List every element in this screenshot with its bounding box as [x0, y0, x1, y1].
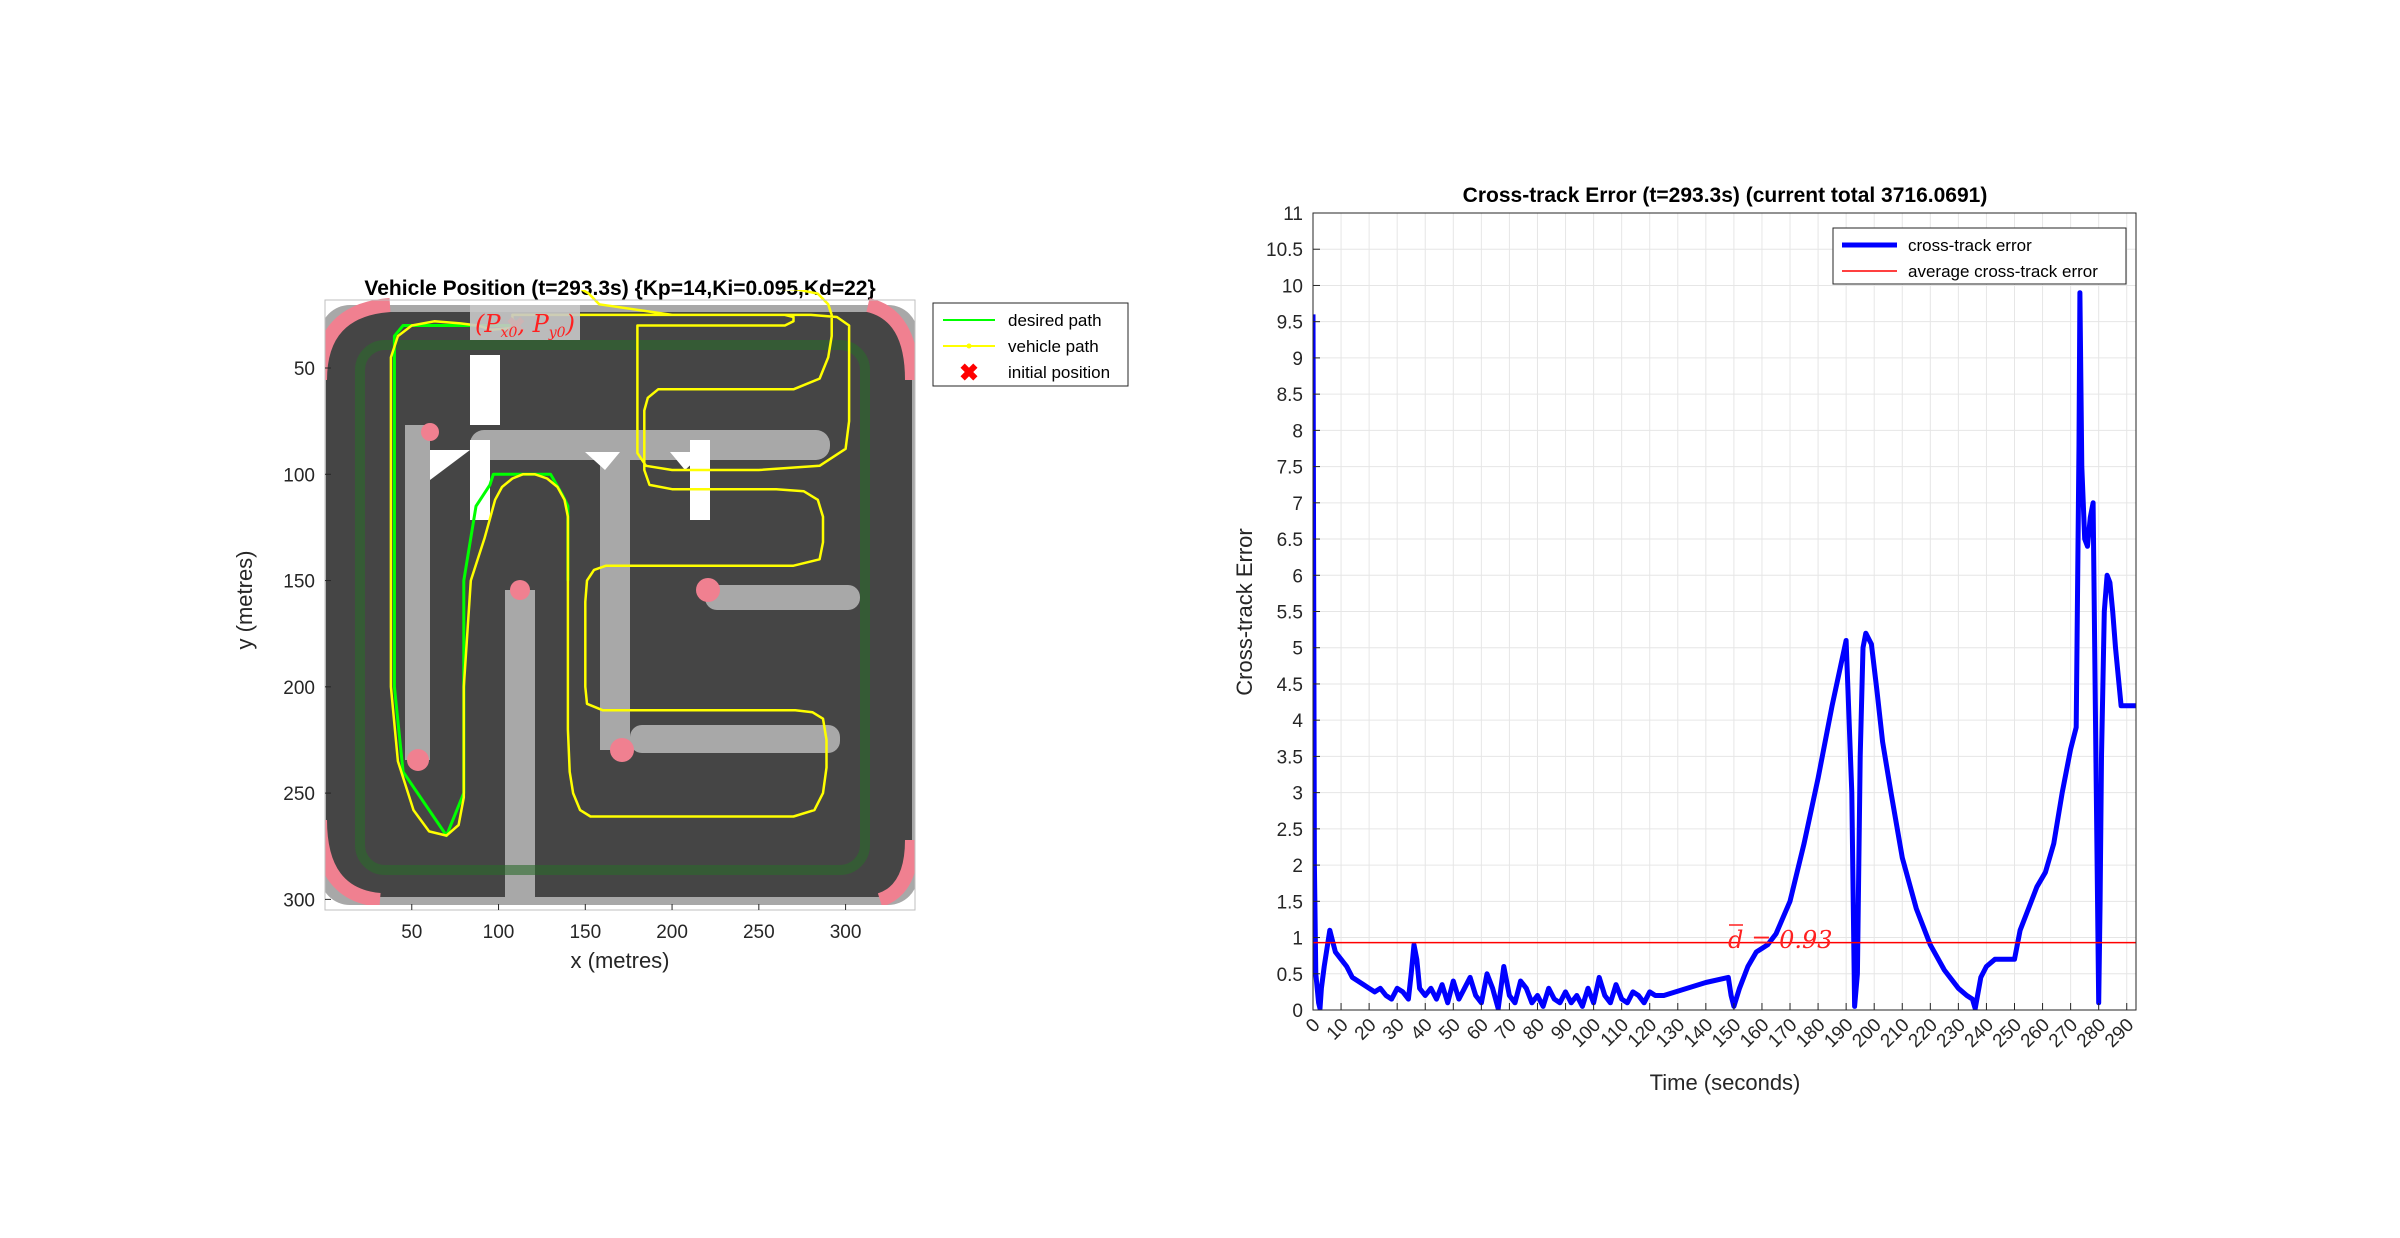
- right-chart-title: Cross-track Error (t=293.3s) (current to…: [1463, 184, 1988, 207]
- left-chart-title: Vehicle Position (t=293.3s) {Kp=14,Ki=0.…: [364, 277, 875, 300]
- track-map: [325, 298, 915, 905]
- right-x-tick-label: 30: [1379, 1015, 1409, 1045]
- series-line-cross-track-error: [1313, 290, 2136, 1010]
- right-y-tick-label: 1: [1292, 929, 1303, 950]
- left-y-axis-label: y (metres): [232, 551, 257, 650]
- left-y-tick-label: 150: [283, 572, 315, 593]
- right-y-tick-label: 6.5: [1277, 530, 1303, 551]
- legend-marker-initial-position: [960, 363, 978, 381]
- average-error-annotation: d = 0.93: [1728, 926, 1833, 954]
- vehicle-position-chart: Vehicle Position (t=293.3s) {Kp=14,Ki=0.…: [232, 277, 1129, 973]
- right-y-tick-label: 10.5: [1266, 240, 1303, 261]
- right-x-tick-label: 20: [1351, 1015, 1381, 1045]
- left-y-axis: 50 100 150 200 250 300: [283, 359, 331, 911]
- legend-label-initial-position: initial position: [1008, 363, 1110, 382]
- right-x-tick-label: 50: [1435, 1015, 1465, 1045]
- left-y-tick-label: 300: [283, 890, 315, 911]
- left-x-tick-label: 100: [483, 922, 515, 943]
- right-y-tick-label: 0.5: [1277, 965, 1303, 986]
- right-legend: cross-track error average cross-track er…: [1832, 227, 2127, 285]
- right-x-axis-label: Time (seconds): [1650, 1070, 1801, 1095]
- left-y-tick-label: 200: [283, 678, 315, 699]
- left-y-tick-label: 100: [283, 465, 315, 486]
- right-x-tick-label: 40: [1407, 1015, 1437, 1045]
- right-y-tick-label: 7: [1292, 494, 1303, 515]
- right-plot-marks: [1313, 290, 2136, 1010]
- left-y-tick-label: 50: [294, 359, 315, 380]
- right-y-tick-label: 1.5: [1277, 892, 1303, 913]
- right-legend-box: [1832, 227, 2127, 285]
- right-y-tick-label: 2: [1292, 856, 1303, 877]
- initial-position-annotation: (Px0, Py0): [475, 310, 575, 341]
- right-x-tick-label: 0: [1302, 1015, 1324, 1037]
- series-line-vehicle-path: [389, 290, 851, 837]
- left-x-axis: 50 100 150 200 250 300: [401, 904, 861, 943]
- left-y-tick-label: 250: [283, 784, 315, 805]
- right-y-tick-label: 11: [1283, 204, 1303, 225]
- series-line-desired-path: [392, 324, 570, 838]
- cross-track-error-chart: Cross-track Error (t=293.3s) (current to…: [1232, 184, 2138, 1095]
- right-y-tick-label: 9: [1292, 349, 1303, 370]
- right-x-tick-label: 290: [2101, 1015, 2138, 1052]
- legend-label-average-error: average cross-track error: [1908, 262, 2098, 281]
- right-y-tick-label: 6: [1292, 566, 1303, 587]
- left-x-tick-label: 200: [656, 922, 688, 943]
- right-y-tick-label: 8.5: [1277, 385, 1303, 406]
- left-legend: desired path vehicle path initial positi…: [932, 302, 1129, 387]
- left-axes-box: [324, 299, 916, 911]
- left-x-tick-label: 250: [743, 922, 775, 943]
- right-x-tick-label: 70: [1491, 1015, 1521, 1045]
- legend-label-vehicle-path: vehicle path: [1008, 337, 1099, 356]
- right-x-tick-label: 60: [1463, 1015, 1493, 1045]
- legend-label-desired-path: desired path: [1008, 311, 1102, 330]
- right-y-tick-label: 9.5: [1277, 313, 1303, 334]
- left-x-tick-label: 50: [401, 922, 422, 943]
- right-y-axis-label: Cross-track Error: [1232, 528, 1257, 695]
- left-x-axis-label: x (metres): [571, 948, 670, 973]
- right-y-axis: 0 0.5 1 1.5 2 2.5 3 3.5 4 4.5 5 5.5 6 6.5 7 7.5 8 8.5 9 9.5…: [1266, 204, 1320, 1022]
- right-y-tick-label: 7.5: [1277, 458, 1303, 479]
- right-y-tick-label: 8: [1292, 421, 1303, 442]
- right-y-tick-label: 3: [1292, 784, 1303, 805]
- right-y-tick-label: 5: [1292, 639, 1303, 660]
- right-x-tick-label: 80: [1519, 1015, 1549, 1045]
- initial-position-annotation-box: [470, 305, 580, 340]
- legend-label-cross-track-error: cross-track error: [1908, 236, 2032, 255]
- right-y-tick-label: 4: [1292, 711, 1303, 732]
- right-y-tick-label: 10: [1282, 276, 1303, 297]
- left-x-tick-label: 300: [830, 922, 862, 943]
- right-y-tick-label: 0: [1292, 1001, 1303, 1022]
- left-x-tick-label: 150: [569, 922, 601, 943]
- right-y-tick-label: 5.5: [1277, 603, 1303, 624]
- right-y-tick-label: 3.5: [1277, 747, 1303, 768]
- legend-marker-vehicle-path: [966, 343, 972, 349]
- right-x-tick-label: 10: [1323, 1015, 1353, 1045]
- right-y-tick-label: 4.5: [1277, 675, 1303, 696]
- right-y-tick-label: 2.5: [1277, 820, 1303, 841]
